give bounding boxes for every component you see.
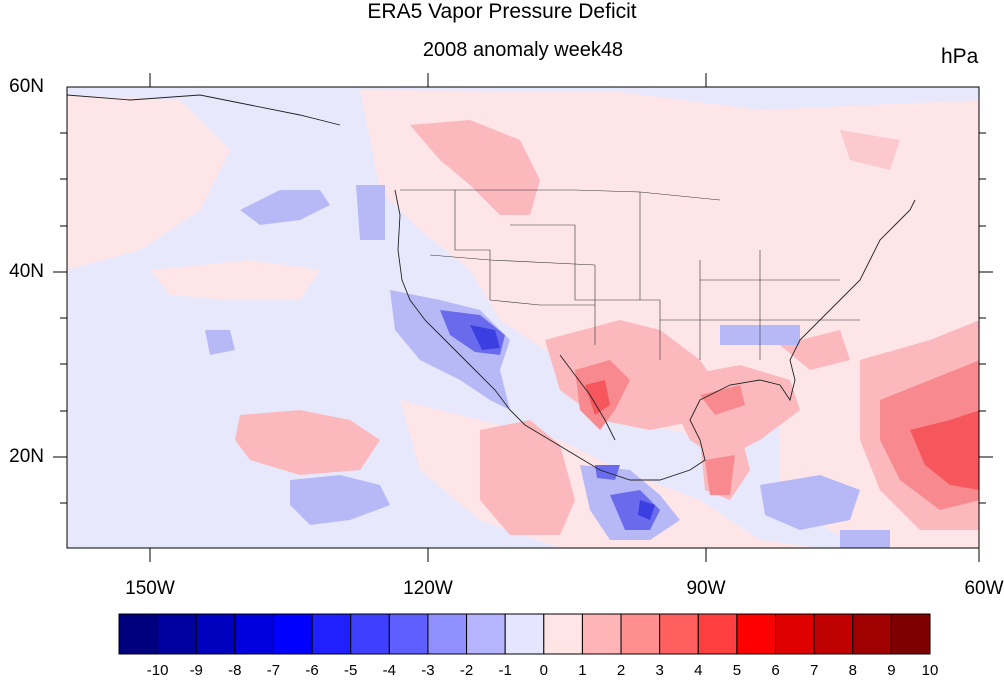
colorbar-tick-label: -1 (498, 662, 512, 679)
colorbar-tick-label: 2 (616, 662, 626, 679)
colorbar-tick-label: 7 (809, 662, 819, 679)
colorbar-box (736, 613, 777, 655)
colorbar-tick-label: 4 (694, 662, 703, 679)
colorbar-tick-label: 0 (539, 662, 548, 679)
colorbar-tick-label: -10 (146, 662, 169, 679)
chart-subtitle: 2008 anomaly week48 (422, 39, 624, 61)
lat-label-20n: 20N (9, 446, 44, 467)
positive-anomaly-peak (585, 380, 979, 490)
lat-label-40n: 40N (9, 261, 44, 282)
colorbar-tick-label: -6 (305, 662, 319, 679)
lon-label-60w: 60W (964, 578, 1004, 599)
colorbar-tick-label: -7 (266, 662, 281, 679)
colorbar-tick-label: -5 (344, 662, 358, 679)
colorbar-tick-label: 9 (887, 662, 896, 679)
colorbar-tick-label: -9 (189, 662, 203, 679)
units-label: hPa (941, 45, 979, 68)
colorbar-tick-label: 1 (578, 662, 587, 679)
colorbar-box (234, 613, 274, 655)
colorbar-box (543, 613, 583, 655)
colorbar-box (118, 613, 159, 655)
colorbar-box (157, 613, 197, 655)
colorbar-box (466, 613, 506, 655)
chart-title: ERA5 Vapor Pressure Deficit (367, 0, 637, 23)
lon-label-90w: 90W (686, 578, 726, 599)
colorbar-box (388, 613, 429, 655)
colorbar-tick-label: -3 (421, 662, 435, 679)
colorbar-box (504, 613, 545, 655)
colorbar-box (350, 613, 390, 655)
coastlines (67, 94, 916, 481)
colorbar-box (311, 613, 352, 655)
colorbar-box (697, 613, 738, 655)
colorbar-tick-label: 6 (771, 662, 780, 679)
lat-label-60n: 60N (9, 76, 44, 97)
colorbar-box (852, 613, 892, 655)
colorbar-tick-label: -4 (382, 662, 396, 679)
axis-ticks (53, 73, 993, 562)
colorbar-tick-label: 3 (655, 662, 664, 679)
lon-label-120w: 120W (403, 578, 453, 599)
colorbar-box (620, 613, 661, 655)
colorbar-tick-label: -8 (228, 662, 242, 679)
colorbar-box (272, 613, 313, 655)
negative-anomaly-peak (470, 325, 655, 520)
colorbar-box (427, 613, 468, 655)
colorbar-tick-label: 10 (921, 662, 939, 679)
colorbar-tick-label: 5 (732, 662, 742, 679)
lon-label-150w: 150W (125, 578, 175, 599)
minor-ticks (60, 132, 986, 504)
anomaly-field (67, 87, 979, 548)
colorbar-box (581, 613, 622, 655)
colorbar-tick-label: 8 (848, 662, 857, 679)
colorbar-box (659, 613, 699, 655)
state-borders (400, 189, 860, 360)
colorbar-box (813, 613, 854, 655)
colorbar-tick-label: -2 (459, 662, 474, 679)
colorbar-box (890, 613, 931, 655)
colorbar-box (775, 613, 815, 655)
colorbar-box (195, 613, 236, 655)
